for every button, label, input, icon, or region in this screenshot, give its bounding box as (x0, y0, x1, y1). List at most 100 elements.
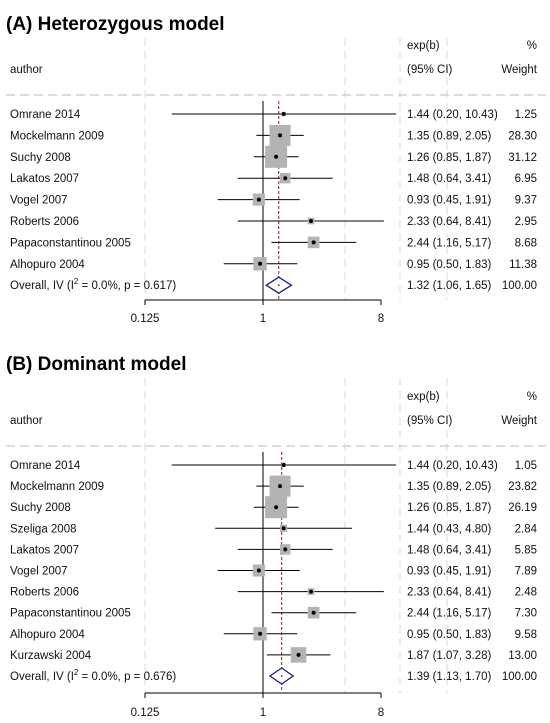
column-header-author: author (10, 64, 43, 76)
study-label: Mockelmann 2009 (10, 481, 104, 493)
study-label: Alhopuro 2004 (10, 259, 85, 271)
study-weight: 1.25 (515, 109, 537, 121)
column-header-weight-symbol: % (527, 40, 537, 52)
study-weight: 2.95 (515, 216, 537, 228)
study-label: Suchy 2008 (10, 502, 71, 514)
study-effect-ci: 1.44 (0.43, 4.80) (407, 523, 492, 535)
study-point-estimate (258, 631, 263, 636)
study-label: Mockelmann 2009 (10, 130, 104, 142)
column-header-ci: (95% CI) (407, 64, 453, 76)
forest-panel-b: (B) Dominant model author exp(b) (95% CI)% W… (6, 354, 546, 719)
study-label: Alhopuro 2004 (10, 629, 85, 641)
x-axis-tick-label: 8 (378, 313, 384, 325)
study-weight: 2.84 (515, 523, 538, 535)
study-weight: 23.82 (508, 481, 537, 493)
x-axis-tick-label: 0.125 (131, 313, 160, 325)
study-weight: 11.38 (509, 259, 537, 271)
study-point-estimate (283, 547, 288, 552)
study-point-estimate (256, 568, 261, 573)
study-label: Roberts 2006 (10, 587, 79, 599)
study-effect-ci: 1.26 (0.85, 1.87) (407, 502, 492, 514)
study-point-estimate (256, 197, 261, 202)
column-header-ci: (95% CI) (407, 415, 453, 427)
study-weight: 9.58 (515, 629, 537, 641)
study-label: Papaconstantinou 2005 (10, 237, 131, 249)
study-point-estimate (308, 589, 313, 594)
column-header-effect: exp(b) (407, 391, 440, 403)
column-header-effect: exp(b) (407, 40, 440, 52)
study-effect-ci: 1.44 (0.20, 10.43) (407, 460, 498, 472)
study-weight: 9.37 (515, 195, 537, 207)
study-effect-ci: 0.93 (0.45, 1.91) (407, 566, 492, 578)
x-axis-tick-label: 8 (378, 707, 384, 719)
study-effect-ci: 0.95 (0.50, 1.83) (407, 259, 492, 271)
study-label: Omrane 2014 (10, 109, 81, 121)
study-effect-ci: 1.35 (0.89, 2.05) (407, 130, 492, 142)
study-effect-ci: 1.35 (0.89, 2.05) (407, 481, 492, 493)
study-label: Omrane 2014 (10, 460, 81, 472)
overall-effect-ci: 1.39 (1.13, 1.70) (407, 671, 492, 683)
column-header-weight-symbol: % (527, 391, 537, 403)
study-effect-ci: 1.87 (1.07, 3.28) (407, 650, 492, 662)
column-header-weight: Weight (501, 415, 537, 427)
study-label: Lakatos 2007 (10, 173, 79, 185)
x-axis-tick-label: 1 (260, 313, 266, 325)
study-weight: 26.19 (508, 502, 537, 514)
study-point-estimate (283, 176, 288, 181)
overall-weight: 100.00 (502, 671, 537, 683)
column-header-weight: Weight (501, 64, 537, 76)
study-effect-ci: 1.48 (0.64, 3.41) (407, 544, 492, 556)
study-weight: 7.30 (515, 608, 537, 620)
study-label: Papaconstantinou 2005 (10, 608, 131, 620)
study-label: Szeliga 2008 (10, 523, 77, 535)
study-effect-ci: 1.26 (0.85, 1.87) (407, 152, 492, 164)
study-weight: 13.00 (508, 650, 537, 662)
study-effect-ci: 0.95 (0.50, 1.83) (407, 629, 492, 641)
panel-title: (B) Dominant model (6, 354, 187, 375)
overall-point-estimate (280, 675, 283, 677)
study-weight: 28.30 (508, 130, 537, 142)
overall-weight: 100.00 (502, 280, 537, 292)
study-effect-ci: 2.33 (0.64, 8.41) (407, 216, 492, 228)
overall-label: Overall, IV (I2 = 0.0%, p = 0.676) (10, 668, 176, 683)
study-point-estimate (311, 240, 316, 245)
study-effect-ci: 1.44 (0.20, 10.43) (407, 109, 498, 121)
study-point-estimate (274, 505, 279, 510)
study-point-estimate (308, 219, 313, 223)
study-label: Lakatos 2007 (10, 544, 79, 556)
study-weight: 8.68 (515, 237, 537, 249)
study-label: Vogel 2007 (10, 195, 68, 207)
x-axis-tick-label: 0.125 (131, 707, 160, 719)
study-label: Kurzawski 2004 (10, 650, 92, 662)
overall-label: Overall, IV (I2 = 0.0%, p = 0.617) (10, 277, 176, 292)
study-point-estimate (281, 526, 286, 531)
study-point-estimate (281, 112, 286, 116)
study-point-estimate (274, 154, 279, 159)
study-effect-ci: 1.48 (0.64, 3.41) (407, 173, 492, 185)
x-axis-tick-label: 1 (260, 707, 266, 719)
study-weight: 6.95 (515, 173, 537, 185)
study-point-estimate (258, 261, 263, 266)
study-effect-ci: 2.33 (0.64, 8.41) (407, 587, 492, 599)
study-weight: 1.05 (515, 460, 537, 472)
study-point-estimate (281, 463, 286, 467)
study-weight: 31.12 (508, 152, 537, 164)
study-point-estimate (296, 652, 301, 657)
study-point-estimate (278, 133, 283, 138)
study-point-estimate (311, 610, 316, 615)
panel-title: (A) Heterozygous model (6, 14, 225, 35)
study-weight: 2.48 (515, 587, 537, 599)
study-label: Roberts 2006 (10, 216, 79, 228)
column-header-author: author (10, 415, 43, 427)
overall-point-estimate (277, 284, 280, 287)
study-label: Suchy 2008 (10, 152, 71, 164)
study-weight: 7.89 (515, 566, 537, 578)
study-effect-ci: 2.44 (1.16, 5.17) (407, 608, 492, 620)
study-effect-ci: 0.93 (0.45, 1.91) (407, 195, 492, 207)
study-effect-ci: 2.44 (1.16, 5.17) (407, 237, 492, 249)
study-point-estimate (278, 484, 283, 489)
study-weight: 5.85 (515, 544, 537, 556)
overall-effect-ci: 1.32 (1.06, 1.65) (407, 280, 492, 292)
